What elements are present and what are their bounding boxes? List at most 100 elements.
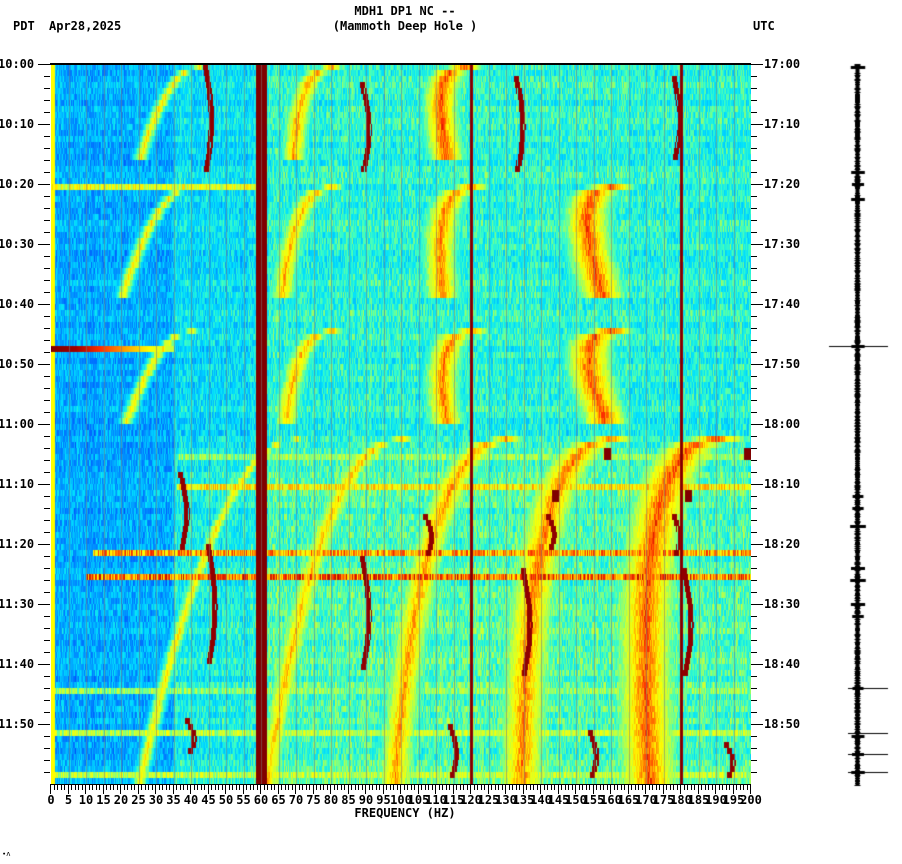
x-tick xyxy=(246,784,247,790)
y-tick-left xyxy=(44,280,50,281)
x-tick xyxy=(173,784,174,794)
x-tick-label: 200 xyxy=(740,793,762,807)
x-tick xyxy=(603,784,604,790)
x-tick xyxy=(285,784,286,790)
x-tick xyxy=(453,784,454,794)
x-tick xyxy=(666,784,667,790)
y-tick-right xyxy=(751,400,757,401)
y-tick-right xyxy=(751,160,757,161)
x-tick xyxy=(404,784,405,790)
x-tick xyxy=(656,784,657,790)
x-tick-label: 165 xyxy=(617,793,640,807)
y-tick-left xyxy=(44,772,50,773)
x-tick xyxy=(463,784,464,790)
y-tick-right xyxy=(751,352,757,353)
x-tick xyxy=(456,784,457,790)
y-tick-label-left: 11:50 xyxy=(0,717,35,731)
x-tick xyxy=(460,784,461,790)
x-tick xyxy=(659,784,660,790)
y-tick-right xyxy=(751,388,757,389)
x-tick xyxy=(348,784,349,794)
y-tick-right xyxy=(751,676,757,677)
x-tick xyxy=(558,784,559,794)
y-tick-left xyxy=(44,388,50,389)
y-tick-right xyxy=(751,652,757,653)
y-tick-left xyxy=(44,448,50,449)
x-tick xyxy=(288,784,289,790)
x-tick xyxy=(421,784,422,790)
x-tick xyxy=(376,784,377,790)
y-tick-right xyxy=(751,148,757,149)
x-tick xyxy=(670,784,671,790)
x-tick xyxy=(488,784,489,794)
y-tick-right xyxy=(751,76,757,77)
x-tick xyxy=(631,784,632,790)
x-tick-label: 25 xyxy=(131,793,146,807)
x-tick xyxy=(554,784,555,790)
station-name: (Mammoth Deep Hole ) xyxy=(332,19,478,33)
x-tick xyxy=(82,784,83,790)
x-tick xyxy=(505,784,506,794)
x-tick xyxy=(204,784,205,790)
x-tick xyxy=(57,784,58,790)
x-tick xyxy=(309,784,310,790)
x-tick xyxy=(617,784,618,790)
x-tick xyxy=(278,784,279,794)
x-tick xyxy=(365,784,366,794)
y-tick-left xyxy=(38,304,50,305)
x-tick xyxy=(383,784,384,794)
x-tick xyxy=(470,784,471,794)
y-tick-right xyxy=(751,112,757,113)
x-tick xyxy=(355,784,356,790)
x-tick xyxy=(425,784,426,790)
x-tick xyxy=(435,784,436,794)
x-tick xyxy=(729,784,730,790)
x-tick-label: 155 xyxy=(582,793,605,807)
x-tick xyxy=(474,784,475,790)
x-tick xyxy=(439,784,440,790)
x-tick xyxy=(267,784,268,790)
x-tick xyxy=(624,784,625,790)
x-tick xyxy=(127,784,128,790)
x-tick xyxy=(183,784,184,790)
x-tick xyxy=(722,784,723,790)
x-tick xyxy=(379,784,380,790)
right-timezone-label: UTC xyxy=(753,19,775,33)
y-tick-right xyxy=(751,688,757,689)
x-tick xyxy=(446,784,447,790)
x-tick xyxy=(614,784,615,790)
x-tick xyxy=(106,784,107,790)
y-tick-left xyxy=(44,112,50,113)
x-tick-label: 110 xyxy=(425,793,447,807)
x-tick xyxy=(582,784,583,790)
x-tick xyxy=(596,784,597,790)
x-tick xyxy=(547,784,548,790)
x-tick xyxy=(726,784,727,790)
x-tick xyxy=(152,784,153,790)
y-tick-left xyxy=(44,496,50,497)
x-tick xyxy=(372,784,373,790)
x-tick xyxy=(316,784,317,790)
x-tick xyxy=(680,784,681,794)
x-tick xyxy=(320,784,321,790)
y-tick-right xyxy=(751,724,763,725)
y-tick-right xyxy=(751,316,757,317)
y-tick-left xyxy=(44,520,50,521)
y-tick-left xyxy=(38,244,50,245)
y-tick-right xyxy=(751,64,763,65)
x-tick xyxy=(190,784,191,794)
y-tick-left xyxy=(44,712,50,713)
x-tick xyxy=(78,784,79,790)
y-tick-left xyxy=(44,652,50,653)
x-tick xyxy=(694,784,695,790)
x-tick-label: 95 xyxy=(376,793,391,807)
x-tick xyxy=(358,784,359,790)
y-tick-right xyxy=(751,364,763,365)
x-tick xyxy=(750,784,751,794)
x-tick xyxy=(232,784,233,790)
y-tick-left xyxy=(44,376,50,377)
y-tick-label-left: 10:50 xyxy=(0,357,35,371)
x-tick-label: 190 xyxy=(705,793,727,807)
x-tick xyxy=(264,784,265,790)
y-tick-label-left: 11:10 xyxy=(0,477,35,491)
